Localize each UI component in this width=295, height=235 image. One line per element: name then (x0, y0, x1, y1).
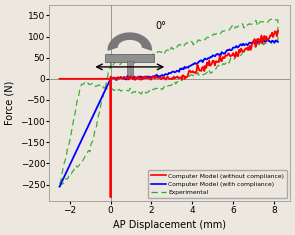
Text: 0°: 0° (155, 21, 166, 31)
Legend: Computer Model (without compliance), Computer Model (with compliance), Experimen: Computer Model (without compliance), Com… (148, 170, 287, 198)
Polygon shape (108, 33, 151, 50)
Y-axis label: Force (N): Force (N) (5, 81, 15, 125)
Bar (127, 61, 133, 75)
Bar (105, 54, 154, 62)
X-axis label: AP Displacement (mm): AP Displacement (mm) (113, 220, 226, 230)
